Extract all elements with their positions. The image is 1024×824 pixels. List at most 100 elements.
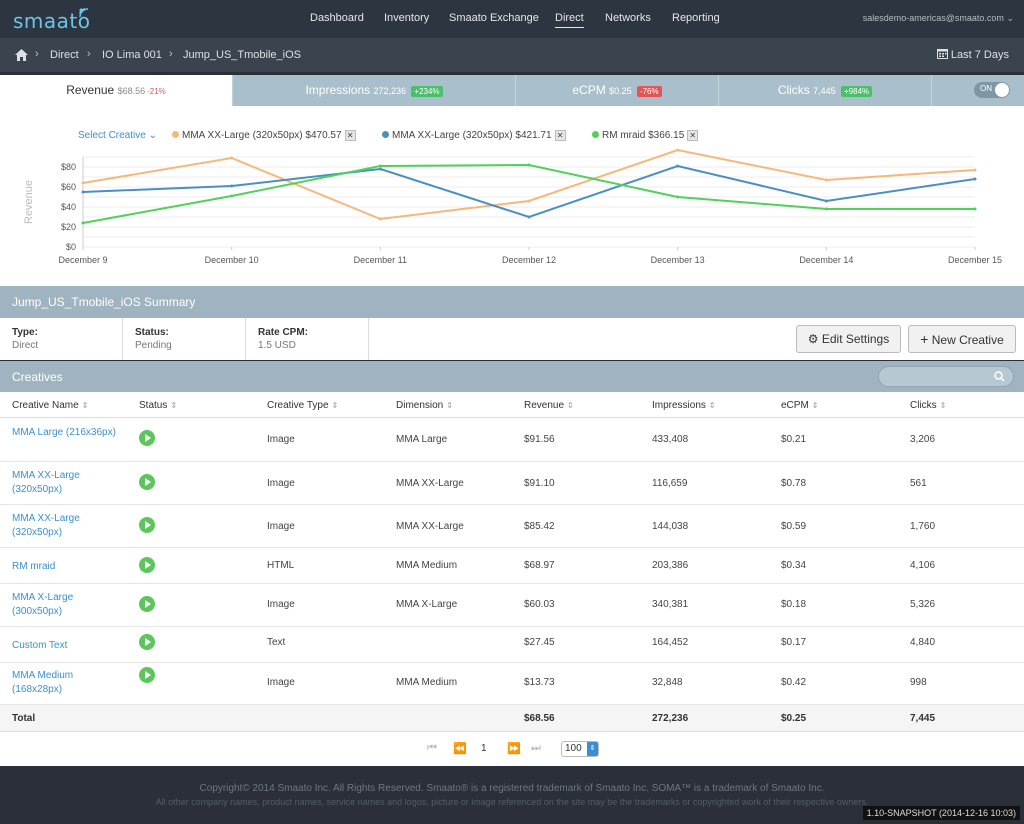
user-email: salesdemo-americas@smaato.com [862,13,1004,23]
first-page-icon[interactable]: ⏮ [427,742,437,754]
dimension: MMA Medium [396,677,458,688]
date-range-label: Last 7 Days [950,49,1009,61]
column-header-dimension[interactable]: Dimension ⇕ [396,400,453,411]
sort-icon: ⇕ [331,401,339,410]
trademark-text: All other company names, product names, … [155,797,869,807]
creatives-table: Creative Name ⇕ Status ⇕ Creative Type ⇕ Di… [0,392,1024,732]
revenue: $85.42 [524,521,555,532]
tab-label: Clicks [777,83,810,97]
legend-label: MMA XX-Large (320x50px) $421.71 [392,130,552,142]
nav-dashboard[interactable]: Dashboard [310,12,364,24]
column-label: Clicks [910,400,937,411]
x-tick-label: December 12 [502,255,556,265]
tab-value: 7,445 [813,86,836,96]
breadcrumb-direct[interactable]: Direct [50,49,79,61]
metric-tabs: Revenue $68.56 -21% Impressions 272,236 +… [0,75,1024,106]
column-label: Creative Type [267,400,329,411]
data-point [527,215,531,219]
play-status-icon[interactable] [139,667,155,683]
status-label: Status: [135,327,169,338]
creative-name-link[interactable]: MMA XX-Large (320x50px) [12,513,80,538]
close-icon[interactable]: ✕ [554,130,566,141]
column-header-clicks[interactable]: Clicks ⇕ [910,400,946,411]
data-point [824,178,828,182]
new-creative-button[interactable]: + New Creative [908,325,1016,353]
creatives-title: Creatives [12,370,63,384]
nav-smaato-exchange[interactable]: Smaato Exchange [449,12,539,24]
toggle-knob [995,83,1009,97]
total-ecpm: $0.25 [781,713,807,724]
breadcrumb: › Direct › IO Lima 001 › Jump_US_Tmobile… [0,38,1024,72]
column-header-impressions[interactable]: Impressions ⇕ [652,400,716,411]
change-badge: -21% [147,87,166,96]
y-tick-label: $40 [61,202,76,212]
play-status-icon[interactable] [139,596,155,612]
close-icon[interactable]: ✕ [344,130,356,141]
nav-direct[interactable]: Direct [555,12,584,28]
data-point [81,181,85,185]
creative-name-link[interactable]: RM mraid [12,561,56,572]
home-icon[interactable] [15,49,28,61]
creative-name-link[interactable]: MMA XX-Large (320x50px) [12,470,80,495]
column-label: Dimension [396,400,444,411]
creative-name-link[interactable]: MMA X-Large (300x50px) [12,592,74,617]
search-input[interactable] [878,366,1014,387]
column-header-creative-type[interactable]: Creative Type ⇕ [267,400,338,411]
total-clicks: 7,445 [910,713,936,724]
breadcrumb-io[interactable]: IO Lima 001 [102,49,162,61]
compare-toggle[interactable]: ON [974,82,1010,98]
column-header-status[interactable]: Status ⇕ [139,400,177,411]
prev-page-icon[interactable]: ⏪ [453,743,467,755]
legend-dot [592,131,599,139]
close-icon[interactable]: ✕ [687,130,699,141]
clicks: 561 [910,478,927,489]
x-tick-label: December 15 [948,255,1002,265]
nav-networks[interactable]: Networks [605,12,651,24]
toggle-label: ON [980,84,992,93]
change-badge: +234% [411,86,443,97]
tab-clicks[interactable]: Clicks 7,445 +984% [719,75,932,106]
last-page-icon[interactable]: ⏭ [531,742,541,754]
tab-ecpm[interactable]: eCPM $0.25 -76% [516,75,719,106]
type-value: Direct [12,340,39,351]
page-size-select[interactable]: 100 ⇕ [561,741,599,757]
play-status-icon[interactable] [139,557,155,573]
revenue: $13.73 [524,677,555,688]
nav-reporting[interactable]: Reporting [672,12,720,24]
creative-name-link[interactable]: Custom Text [12,640,68,651]
play-status-icon[interactable] [139,430,155,446]
ecpm: $0.18 [781,599,807,610]
chevron-down-icon: ⌄ [148,130,157,141]
column-header-creative-name[interactable]: Creative Name ⇕ [12,400,88,411]
nav-inventory[interactable]: Inventory [384,12,430,24]
play-status-icon[interactable] [139,474,155,490]
summary-title: Jump_US_Tmobile_iOS Summary [12,295,196,309]
data-point [824,207,828,211]
edit-settings-button[interactable]: ⚙ Edit Settings [796,325,901,353]
column-header-ecpm[interactable]: eCPM ⇕ [781,400,819,411]
sort-icon: ⇕ [939,401,947,410]
user-menu[interactable]: salesdemo-americas@smaato.com ⌄ [863,13,1014,24]
select-creative-dropdown[interactable]: Select Creative ⌄ [78,130,157,141]
date-range-picker[interactable]: Last 7 Days [936,48,1009,61]
revenue: $91.10 [524,478,555,489]
x-tick-label: December 10 [205,255,259,265]
app-logo[interactable]: smaato [13,9,91,33]
search-icon [994,371,1005,382]
play-status-icon[interactable] [139,517,155,533]
clicks: 4,840 [910,637,936,648]
table-row: Custom Text Text $27.45 164,452 $0.17 4,… [0,627,1024,663]
impressions: 116,659 [652,478,688,489]
tab-value: 272,236 [373,86,407,96]
data-point [378,164,382,168]
creative-name-link[interactable]: MMA Large (216x36px) [12,427,116,438]
column-header-revenue[interactable]: Revenue ⇕ [524,400,574,411]
data-point [527,199,531,203]
next-page-icon[interactable]: ⏩ [507,743,521,755]
tab-revenue[interactable]: Revenue $68.56 -21% [0,75,233,106]
chevron-down-icon: ⌄ [1006,13,1014,23]
play-status-icon[interactable] [139,634,155,650]
tab-impressions[interactable]: Impressions 272,236 +234% [233,75,516,106]
creative-name-link[interactable]: MMA Medium (168x28px) [12,670,74,695]
creatives-header: Creatives [0,361,1024,392]
